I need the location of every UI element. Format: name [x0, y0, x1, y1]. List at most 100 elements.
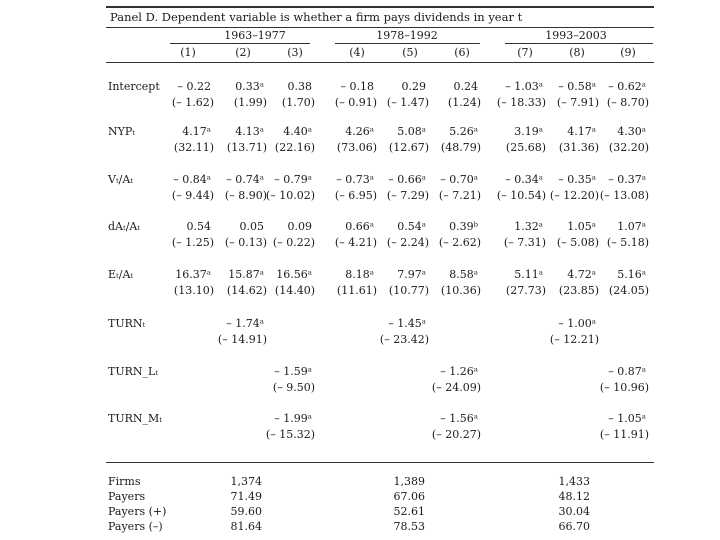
coefficient-cell: – 0.58ᵃ — [558, 80, 596, 93]
coefficient-cell: – 1.59ᵃ — [274, 365, 312, 378]
coefficient-cell: – 0.84ᵃ — [173, 173, 211, 186]
row-label: TURN_Mₜ — [108, 412, 162, 425]
coefficient-cell: 0.05 — [239, 220, 265, 233]
summary-value: 78.53 — [393, 520, 426, 533]
coefficient-cell: 7.97ᵃ — [397, 268, 426, 281]
t-statistic-cell: (10.77) — [388, 284, 429, 297]
t-statistic-cell: (– 8.90) — [224, 189, 267, 202]
t-statistic-cell: (– 4.21) — [334, 236, 377, 249]
coefficient-cell: – 0.87ᵃ — [608, 365, 646, 378]
column-number-7: (7) — [517, 46, 533, 59]
coefficient-cell: 8.18ᵃ — [345, 268, 374, 281]
coefficient-cell: 1.05ᵃ — [567, 220, 596, 233]
coefficient-cell: 1.07ᵃ — [617, 220, 646, 233]
period-header-3: 1993–2003 — [545, 29, 607, 42]
summary-value: 30.04 — [558, 505, 591, 518]
coefficient-cell: 0.24 — [453, 80, 479, 93]
coefficient-cell: – 1.00ᵃ — [558, 317, 596, 330]
summary-value: 67.06 — [393, 490, 426, 503]
t-statistic-cell: (– 5.18) — [606, 236, 649, 249]
coefficient-cell: 8.58ᵃ — [449, 268, 478, 281]
summary-value: 59.60 — [230, 505, 263, 518]
header-rule — [106, 62, 654, 63]
coefficient-cell: – 1.03ᵃ — [505, 80, 543, 93]
summary-label: Payers — [108, 490, 146, 503]
coefficient-cell: – 0.34ᵃ — [505, 173, 543, 186]
t-statistic-cell: (– 24.09) — [431, 381, 481, 394]
t-statistic-cell: (27.73) — [505, 284, 546, 297]
t-statistic-cell: (11.61) — [336, 284, 377, 297]
coefficient-cell: – 1.05ᵃ — [608, 412, 646, 425]
coefficient-cell: 4.30ᵃ — [617, 125, 646, 138]
t-statistic-cell: (73.06) — [336, 141, 377, 154]
t-statistic-cell: (– 6.95) — [334, 189, 377, 202]
coefficient-cell: – 0.37ᵃ — [608, 173, 646, 186]
column-number-8: (8) — [569, 46, 585, 59]
t-statistic-cell: (24.05) — [608, 284, 649, 297]
row-label: TURNₜ — [108, 317, 146, 330]
column-number-1: (1) — [180, 46, 196, 59]
row-label: TURN_Lₜ — [108, 365, 159, 378]
coefficient-cell: – 0.62ᵃ — [608, 80, 646, 93]
t-statistic-cell: (– 10.54) — [496, 189, 546, 202]
t-statistic-cell: (– 13.08) — [599, 189, 649, 202]
column-number-9: (9) — [620, 46, 636, 59]
t-statistic-cell: (13.71) — [226, 141, 267, 154]
t-statistic-cell: (– 7.31) — [503, 236, 546, 249]
coefficient-cell: 0.54ᵃ — [397, 220, 426, 233]
column-number-2: (2) — [235, 46, 251, 59]
coefficient-cell: – 1.74ᵃ — [226, 317, 264, 330]
column-number-4: (4) — [349, 46, 365, 59]
t-statistic-cell: (– 14.91) — [217, 333, 267, 346]
t-statistic-cell: (32.20) — [608, 141, 649, 154]
row-label: Eₜ/Aₜ — [108, 268, 134, 281]
coefficient-cell: – 0.35ᵃ — [558, 173, 596, 186]
coefficient-cell: 5.11ᵃ — [514, 268, 543, 281]
t-statistic-cell: (– 10.96) — [599, 381, 649, 394]
row-label: NYPₜ — [108, 125, 136, 138]
summary-value: 71.49 — [230, 490, 263, 503]
summary-value: 52.61 — [393, 505, 426, 518]
coefficient-cell: 4.17ᵃ — [567, 125, 596, 138]
row-label: Vₜ/Aₜ — [108, 173, 134, 186]
coefficient-cell: 0.38 — [287, 80, 313, 93]
t-statistic-cell: (– 10.02) — [265, 189, 315, 202]
coefficient-cell: – 0.70ᵃ — [440, 173, 478, 186]
t-statistic-cell: (– 7.21) — [438, 189, 481, 202]
summary-value: 66.70 — [558, 520, 591, 533]
t-statistic-cell: (48.79) — [440, 141, 481, 154]
t-statistic-cell: (23.85) — [558, 284, 599, 297]
coefficient-cell: 4.72ᵃ — [567, 268, 596, 281]
summary-label: Payers (–) — [108, 520, 163, 533]
period-underline-1 — [170, 43, 310, 44]
coefficient-cell: 4.40ᵃ — [283, 125, 312, 138]
coefficient-cell: – 0.66ᵃ — [388, 173, 426, 186]
coefficient-cell: 0.54 — [186, 220, 212, 233]
summary-label: Payers (+) — [108, 505, 167, 518]
t-statistic-cell: (– 1.47) — [386, 96, 429, 109]
coefficient-cell: 5.16ᵃ — [617, 268, 646, 281]
coefficient-cell: 4.26ᵃ — [345, 125, 374, 138]
summary-value: 1,433 — [558, 475, 591, 488]
t-statistic-cell: (31.36) — [558, 141, 599, 154]
t-statistic-cell: (12.67) — [388, 141, 429, 154]
summary-value: 81.64 — [230, 520, 263, 533]
period-underline-2 — [335, 43, 480, 44]
t-statistic-cell: (– 23.42) — [379, 333, 429, 346]
summary-rule — [106, 462, 654, 463]
coefficient-cell: – 1.99ᵃ — [274, 412, 312, 425]
t-statistic-cell: (– 0.22) — [272, 236, 315, 249]
coefficient-cell: – 0.22 — [177, 80, 212, 93]
period-header-2: 1978–1992 — [376, 29, 438, 42]
row-label: Intercept — [108, 80, 160, 93]
t-statistic-cell: (– 1.25) — [171, 236, 214, 249]
t-statistic-cell: (– 9.50) — [272, 381, 315, 394]
column-number-5: (5) — [402, 46, 418, 59]
t-statistic-cell: (13.10) — [173, 284, 214, 297]
t-statistic-cell: (– 20.27) — [431, 428, 481, 441]
coefficient-cell: 0.29 — [401, 80, 427, 93]
t-statistic-cell: (10.36) — [440, 284, 481, 297]
coefficient-cell: 1.32ᵃ — [514, 220, 543, 233]
period-header-1: 1963–1977 — [224, 29, 286, 42]
